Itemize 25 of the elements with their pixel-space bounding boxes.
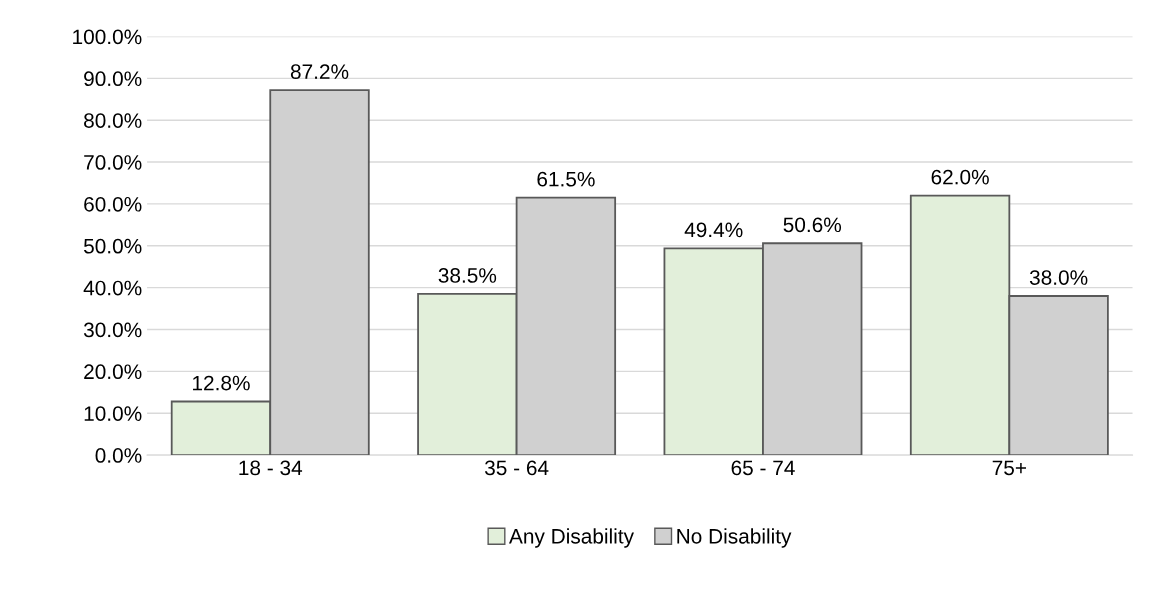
- data-label: 12.8%: [193, 375, 250, 391]
- data-label: 38.0%: [1029, 270, 1088, 285]
- x-tick-label: 75+: [992, 460, 1026, 476]
- data-label: 50.6%: [783, 217, 842, 233]
- y-tick-label: 90.0%: [84, 71, 142, 87]
- y-tick-label: 40.0%: [83, 280, 142, 296]
- x-tick-label: 35 - 64: [484, 460, 549, 476]
- y-tick-label: 70.0%: [84, 155, 142, 170]
- y-tick-label: 80.0%: [84, 113, 142, 128]
- data-label: 38.5%: [438, 268, 497, 283]
- y-tick-label: 30.0%: [83, 322, 142, 338]
- x-tick-label: 18 - 34: [239, 460, 303, 476]
- y-tick-label: 50.0%: [83, 238, 142, 254]
- x-tick-label: 65 - 74: [731, 460, 795, 476]
- y-tick-label: 20.0%: [84, 364, 142, 380]
- data-label: 61.5%: [537, 171, 595, 187]
- data-label: 87.2%: [290, 64, 349, 79]
- data-label: 49.4%: [684, 222, 743, 238]
- data-label: 62.0%: [931, 169, 989, 185]
- y-tick-label: 0.0%: [95, 448, 142, 463]
- y-tick-label: 10.0%: [84, 406, 142, 421]
- y-tick-label: 60.0%: [84, 196, 142, 212]
- legend-label: No Disability: [677, 528, 792, 548]
- y-tick-label: 100.0%: [73, 29, 142, 45]
- legend-label: Any Disability: [509, 528, 634, 548]
